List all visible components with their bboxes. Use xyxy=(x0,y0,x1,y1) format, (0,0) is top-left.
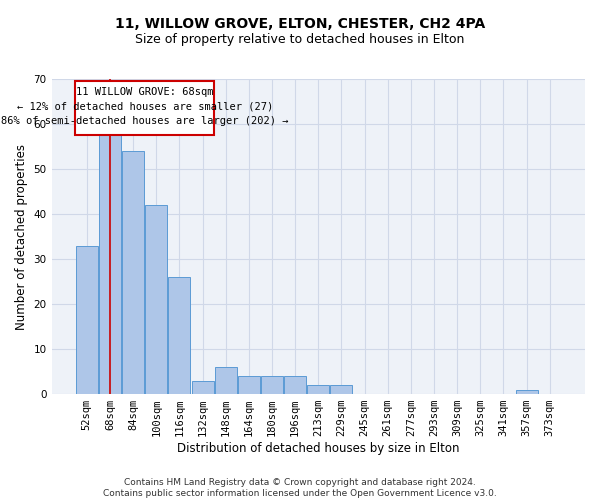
Text: Contains HM Land Registry data © Crown copyright and database right 2024.
Contai: Contains HM Land Registry data © Crown c… xyxy=(103,478,497,498)
Bar xyxy=(191,380,214,394)
Bar xyxy=(145,205,167,394)
Text: 86% of semi-detached houses are larger (202) →: 86% of semi-detached houses are larger (… xyxy=(1,116,289,126)
Bar xyxy=(261,376,283,394)
Text: 11 WILLOW GROVE: 68sqm: 11 WILLOW GROVE: 68sqm xyxy=(76,86,214,97)
Bar xyxy=(331,385,352,394)
Bar xyxy=(169,277,190,394)
Bar xyxy=(76,246,98,394)
Bar xyxy=(515,390,538,394)
Text: 11, WILLOW GROVE, ELTON, CHESTER, CH2 4PA: 11, WILLOW GROVE, ELTON, CHESTER, CH2 4P… xyxy=(115,18,485,32)
Bar xyxy=(99,133,121,394)
X-axis label: Distribution of detached houses by size in Elton: Distribution of detached houses by size … xyxy=(177,442,460,455)
Bar xyxy=(215,367,236,394)
FancyBboxPatch shape xyxy=(75,82,214,136)
Text: ← 12% of detached houses are smaller (27): ← 12% of detached houses are smaller (27… xyxy=(17,102,273,112)
Text: Size of property relative to detached houses in Elton: Size of property relative to detached ho… xyxy=(136,32,464,46)
Y-axis label: Number of detached properties: Number of detached properties xyxy=(15,144,28,330)
Bar xyxy=(122,151,144,394)
Bar xyxy=(238,376,260,394)
Bar xyxy=(307,385,329,394)
Bar xyxy=(284,376,306,394)
